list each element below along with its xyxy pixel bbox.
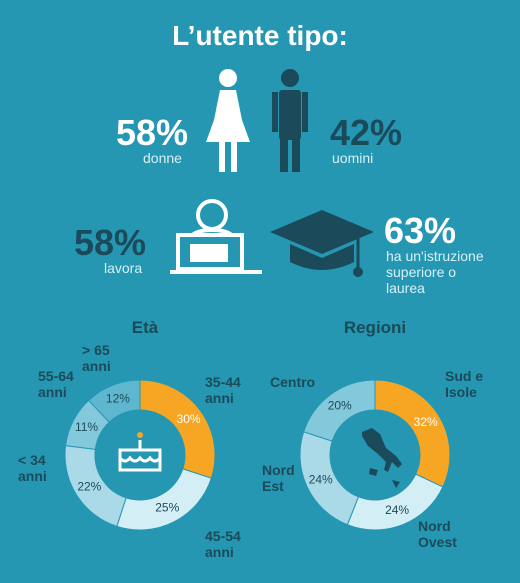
value-label: 24% — [385, 503, 409, 517]
value-label: 30% — [177, 412, 201, 426]
value-label: 24% — [309, 473, 333, 487]
woman-icon — [206, 69, 250, 172]
title: L’utente tipo: — [172, 20, 348, 51]
man-icon — [272, 69, 308, 172]
stat-value: 63% — [384, 210, 457, 251]
category-label: Nord Est — [262, 462, 295, 494]
stat-label: ha un'istruzione superiore o laurea — [386, 248, 484, 296]
category-label: 45-54 anni — [205, 528, 241, 560]
category-label: < 34 anni — [18, 452, 47, 484]
value-label: 22% — [77, 479, 101, 493]
value-label: 11% — [75, 420, 98, 434]
value-label: 32% — [414, 415, 438, 429]
stat-label: uomini — [332, 150, 374, 166]
category-label: Sud e Isole — [445, 368, 484, 400]
chart-title: Età — [131, 318, 159, 337]
donut-slice — [87, 379, 141, 423]
worker-icon — [170, 199, 262, 274]
italy-icon — [362, 428, 402, 488]
stat-value: 42% — [330, 112, 403, 153]
category-label: 55-64 anni — [38, 368, 74, 400]
category-label: > 65 anni — [82, 342, 111, 374]
category-label: 35-44 anni — [205, 374, 241, 406]
stat-label: lavora — [104, 260, 143, 276]
donut-slice — [139, 379, 216, 479]
stat-value: 58% — [116, 112, 189, 153]
cake-icon — [118, 440, 162, 472]
chart-title: Regioni — [343, 318, 407, 337]
value-label: 25% — [155, 501, 179, 515]
stat-value: 58% — [74, 222, 147, 263]
candle-flame — [137, 432, 143, 438]
graduation-icon — [270, 210, 374, 277]
stat-label: donne — [143, 150, 182, 166]
category-label: Centro — [270, 374, 316, 390]
category-label: Nord Ovest — [418, 518, 457, 550]
value-label: 12% — [106, 391, 130, 405]
donut-slice — [303, 379, 376, 442]
value-label: 20% — [328, 399, 352, 413]
donut-slice — [116, 468, 212, 531]
